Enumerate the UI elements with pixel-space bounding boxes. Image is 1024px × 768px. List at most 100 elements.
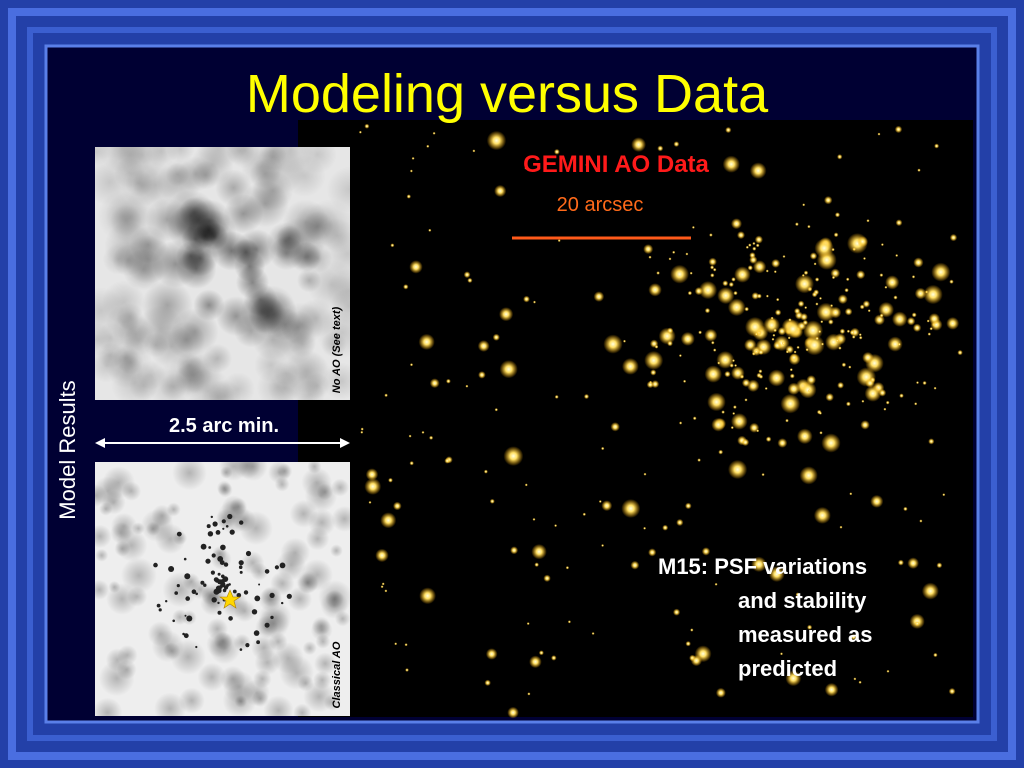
psf-core	[232, 589, 237, 594]
star	[409, 363, 414, 367]
star	[844, 307, 853, 316]
blob	[234, 695, 248, 708]
star	[393, 501, 402, 511]
star	[807, 624, 813, 630]
blob	[114, 540, 131, 557]
star	[666, 327, 674, 334]
star	[721, 410, 725, 414]
star	[489, 498, 495, 504]
frame-ring	[27, 27, 997, 741]
star	[543, 574, 551, 582]
blob	[302, 210, 334, 242]
blob	[97, 147, 147, 173]
star	[709, 233, 713, 237]
star	[713, 348, 717, 352]
star	[711, 417, 726, 432]
star	[883, 407, 887, 411]
star	[892, 311, 908, 327]
star	[948, 687, 956, 695]
blob	[322, 362, 350, 400]
star	[765, 294, 769, 298]
star	[819, 296, 822, 300]
star	[644, 350, 664, 370]
psf-core	[203, 583, 207, 587]
star	[404, 643, 408, 647]
star	[673, 141, 680, 148]
star	[747, 265, 753, 271]
star	[949, 233, 958, 242]
psf-core	[239, 520, 244, 525]
star	[751, 556, 767, 572]
star	[733, 405, 737, 409]
star	[774, 309, 782, 316]
psf-core	[264, 569, 270, 574]
star	[360, 427, 364, 431]
star	[673, 608, 681, 616]
star	[863, 257, 866, 260]
star	[648, 548, 657, 557]
star	[795, 274, 814, 294]
psf-core	[219, 585, 223, 589]
star	[732, 412, 736, 415]
psf-core	[207, 531, 214, 537]
psf-core	[184, 573, 191, 580]
star	[906, 317, 916, 326]
psf-core	[213, 588, 220, 595]
caption-line: predicted	[738, 656, 837, 681]
star	[887, 336, 903, 352]
star	[807, 224, 811, 229]
star	[678, 354, 682, 358]
psf-core	[200, 543, 207, 550]
psf-core	[245, 643, 250, 648]
blob	[110, 512, 138, 540]
star	[734, 266, 751, 283]
star	[795, 592, 800, 597]
star	[557, 239, 561, 243]
star	[877, 132, 881, 136]
blob	[305, 527, 330, 551]
star	[923, 284, 943, 305]
star	[849, 329, 855, 336]
star	[813, 262, 817, 266]
star	[601, 544, 605, 547]
star	[598, 500, 602, 503]
psf-core	[186, 615, 193, 622]
star	[523, 295, 530, 303]
star	[731, 366, 745, 380]
star-image	[298, 120, 973, 717]
blob	[181, 225, 210, 254]
star	[494, 184, 507, 198]
psf-core	[286, 593, 292, 599]
star	[919, 519, 923, 523]
star	[839, 328, 846, 335]
star	[851, 335, 856, 339]
star	[816, 302, 836, 322]
psf-core	[243, 590, 249, 595]
psf-core	[223, 562, 229, 567]
star	[680, 331, 695, 346]
star	[785, 350, 789, 354]
star	[818, 411, 823, 415]
star	[672, 250, 676, 254]
star	[648, 255, 652, 259]
star	[593, 291, 605, 302]
star	[716, 351, 735, 369]
star	[771, 337, 775, 341]
blob	[233, 633, 251, 652]
psf-core	[211, 553, 216, 558]
star	[648, 283, 662, 297]
star	[936, 562, 943, 569]
blob	[297, 674, 315, 692]
star	[815, 336, 819, 341]
star	[621, 499, 641, 518]
star	[631, 137, 646, 153]
star	[804, 306, 808, 310]
star	[799, 466, 818, 485]
star	[748, 243, 752, 247]
star	[685, 252, 689, 256]
star	[853, 677, 857, 681]
star	[429, 435, 434, 440]
psf-core	[229, 529, 235, 535]
star	[833, 232, 839, 238]
psf-core	[221, 574, 225, 579]
